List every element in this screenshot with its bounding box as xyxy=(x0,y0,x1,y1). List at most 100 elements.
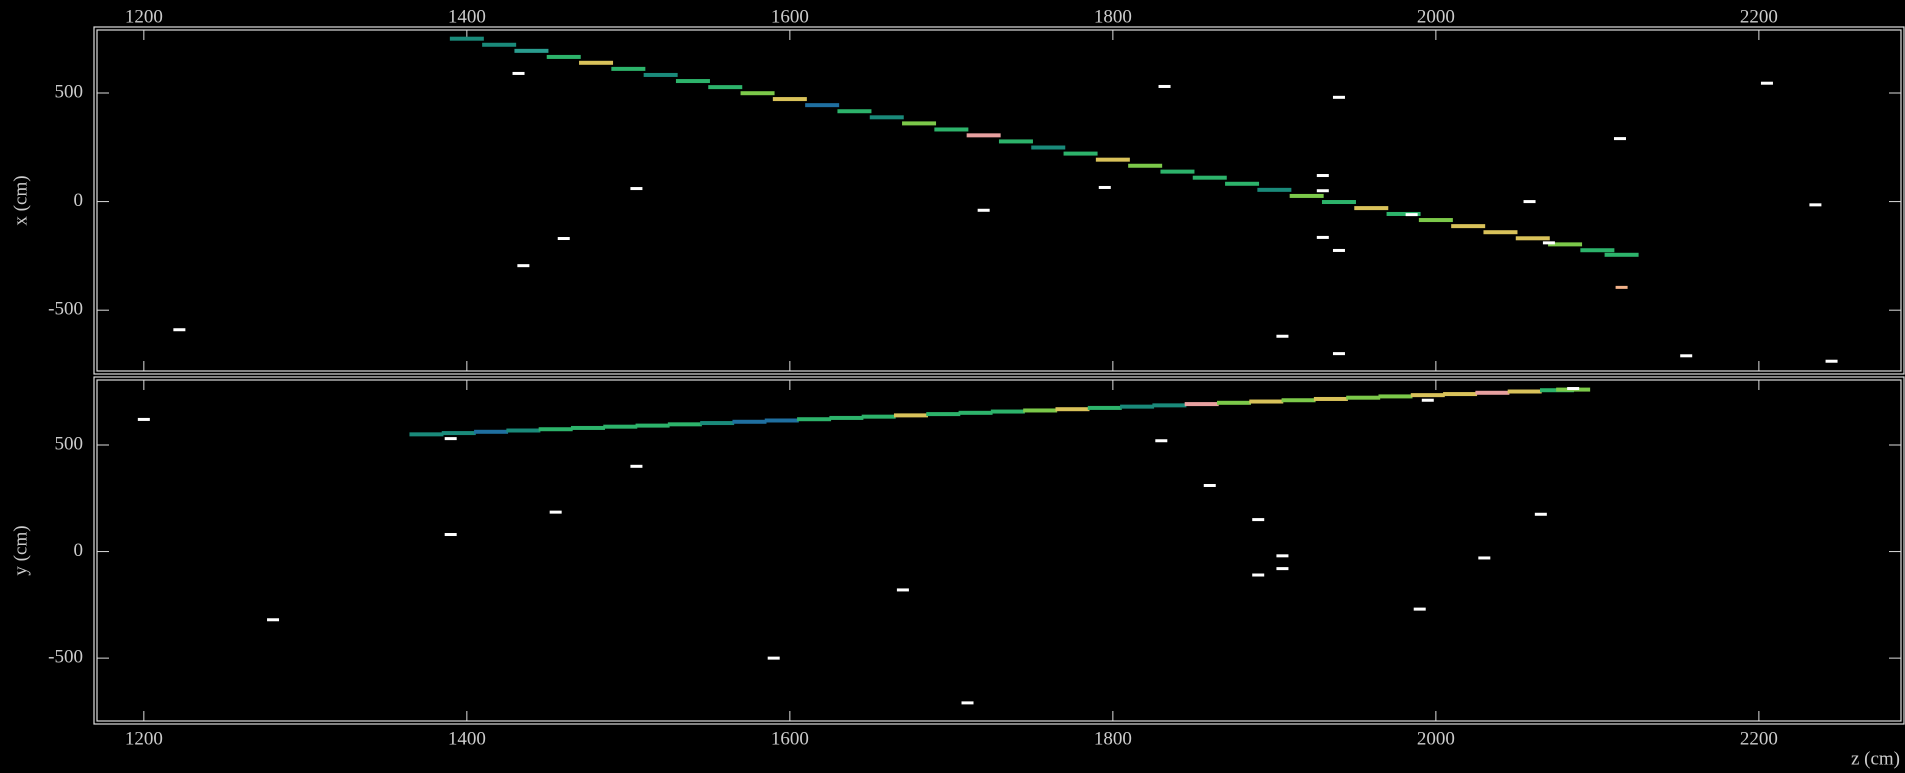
hit xyxy=(513,72,525,75)
x-tick-label: 1800 xyxy=(1094,6,1132,27)
track-hit xyxy=(991,410,1025,414)
track-hit xyxy=(1064,152,1098,156)
y-tick-label: 0 xyxy=(74,190,84,211)
track-hit xyxy=(1023,408,1057,412)
hit xyxy=(768,657,780,660)
track-hit xyxy=(1605,253,1639,257)
track-hit xyxy=(1096,158,1130,162)
track-hit xyxy=(676,79,710,83)
hit xyxy=(517,264,529,267)
hit xyxy=(978,209,990,212)
track-hit xyxy=(1508,390,1542,394)
track-hit xyxy=(1322,200,1356,204)
x-axis-label: z (cm) xyxy=(1851,748,1900,769)
track-hit xyxy=(1249,400,1283,404)
track-hit xyxy=(1257,188,1291,192)
hit xyxy=(1422,399,1434,402)
hit xyxy=(1333,249,1345,252)
track-hit xyxy=(571,426,605,430)
x-tick-label: 1600 xyxy=(771,728,809,749)
x-tick-label: 1600 xyxy=(771,6,809,27)
hit xyxy=(1276,554,1288,557)
track-hit xyxy=(829,416,863,420)
track-hit xyxy=(506,429,540,433)
track-hit xyxy=(603,425,637,429)
hit xyxy=(1614,137,1626,140)
track-hit xyxy=(514,49,548,53)
x-tick-label: 2200 xyxy=(1740,728,1778,749)
track-hit xyxy=(902,121,936,125)
hit xyxy=(1276,335,1288,338)
track-hit xyxy=(732,420,766,424)
hit xyxy=(1414,608,1426,611)
track-hit xyxy=(1443,392,1477,396)
track-hit xyxy=(1217,401,1251,405)
y-tick-label: 500 xyxy=(55,433,84,454)
hit xyxy=(1276,567,1288,570)
track-hit xyxy=(837,109,871,113)
hit xyxy=(173,328,185,331)
track-hit xyxy=(959,411,993,415)
hit xyxy=(1099,186,1111,189)
track-hit xyxy=(894,413,928,417)
y-tick-label: -500 xyxy=(48,646,83,667)
x-tick-label: 2000 xyxy=(1417,728,1455,749)
track-hit xyxy=(442,431,476,435)
track-hit xyxy=(1193,176,1227,180)
track-hit xyxy=(773,97,807,101)
track-hit xyxy=(611,67,645,71)
page: 120014001600180020002200-5000500x (cm)12… xyxy=(0,0,1905,773)
hit xyxy=(1406,213,1418,216)
hit xyxy=(1761,82,1773,85)
hit xyxy=(445,533,457,536)
track-hit xyxy=(805,103,839,107)
track-hit xyxy=(934,127,968,131)
hit xyxy=(1826,360,1838,363)
hit xyxy=(1317,174,1329,177)
track-hit xyxy=(926,412,960,416)
track-hit xyxy=(1314,397,1348,401)
track-hit xyxy=(1128,164,1162,168)
x-tick-label: 1800 xyxy=(1094,728,1132,749)
y-axis-label: x (cm) xyxy=(10,175,31,225)
track-hit xyxy=(636,424,670,428)
track-hit xyxy=(708,85,742,89)
track-hit xyxy=(474,430,508,434)
hit xyxy=(1155,439,1167,442)
track-hit xyxy=(668,422,702,426)
hit xyxy=(630,187,642,190)
hit xyxy=(558,237,570,240)
track-hit xyxy=(1185,402,1219,406)
y-tick-label: 500 xyxy=(55,81,84,102)
hit xyxy=(1524,200,1536,203)
track-hit xyxy=(1152,403,1186,407)
track-hit xyxy=(1516,236,1550,240)
track-hit xyxy=(450,37,484,41)
hit xyxy=(1809,203,1821,206)
hit xyxy=(962,701,974,704)
y-axis-label: y (cm) xyxy=(10,525,31,575)
track-hit xyxy=(547,55,581,59)
hit xyxy=(1159,85,1171,88)
hit xyxy=(630,465,642,468)
hit xyxy=(1567,387,1579,390)
x-tick-label: 2000 xyxy=(1417,6,1455,27)
track-hit xyxy=(1031,146,1065,150)
background xyxy=(0,0,1905,773)
track-hit xyxy=(1451,224,1485,228)
track-hit xyxy=(1483,230,1517,234)
chart: 120014001600180020002200-5000500x (cm)12… xyxy=(0,0,1905,773)
track-hit xyxy=(700,421,734,425)
track-hit xyxy=(741,91,775,95)
hit xyxy=(1333,352,1345,355)
track-hit xyxy=(482,43,516,47)
hit xyxy=(897,588,909,591)
hit xyxy=(445,437,457,440)
hit xyxy=(1317,236,1329,239)
hit xyxy=(1252,518,1264,521)
x-tick-label: 1200 xyxy=(125,6,163,27)
track-hit xyxy=(797,417,831,421)
hit xyxy=(1333,96,1345,99)
hit xyxy=(267,618,279,621)
track-hit xyxy=(1282,398,1316,402)
